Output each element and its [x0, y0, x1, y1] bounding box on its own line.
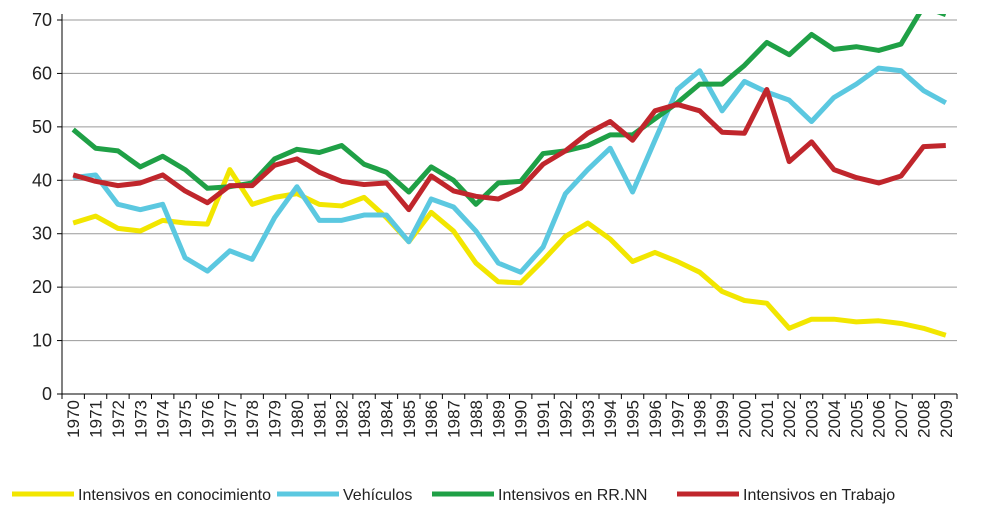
x-tick-label: 1991: [534, 400, 553, 438]
x-tick-label: 1987: [445, 400, 464, 438]
x-tick-label: 1970: [64, 400, 83, 438]
x-tick-label: 1981: [310, 400, 329, 438]
y-tick-label: 20: [32, 277, 52, 297]
x-tick-label: 1993: [579, 400, 598, 438]
x-tick-label: 1992: [556, 400, 575, 438]
x-tick-label: 2006: [870, 400, 889, 438]
legend-label: Vehículos: [343, 487, 412, 504]
x-tick-label: 1996: [646, 400, 665, 438]
y-tick-label: 30: [32, 224, 52, 244]
x-tick-label: 1978: [243, 400, 262, 438]
y-tick-label: 50: [32, 117, 52, 137]
x-tick-label: 2007: [892, 400, 911, 438]
y-tick-label: 60: [32, 63, 52, 83]
x-tick-label: 1985: [400, 400, 419, 438]
x-tick-label: 1997: [668, 400, 687, 438]
y-tick-label: 70: [32, 10, 52, 30]
grid: [62, 19, 957, 395]
x-tick-label: 2004: [825, 400, 844, 438]
y-tick-label: 40: [32, 170, 52, 190]
legend-label: Intensivos en conocimiento: [78, 487, 271, 504]
x-tick-label: 1998: [691, 400, 710, 438]
x-tick-label: 2000: [735, 400, 754, 438]
x-tick-label: 1983: [355, 400, 374, 438]
x-tick-label: 1974: [154, 400, 173, 438]
x-tick-label: 1994: [601, 400, 620, 438]
legend: Intensivos en conocimiento Vehículos Inten…: [12, 487, 895, 504]
x-tick-label: 2005: [847, 400, 866, 438]
x-tick-label: 1979: [266, 400, 285, 438]
x-tick-label: 1990: [512, 400, 531, 438]
x-tick-label: 1982: [333, 400, 352, 438]
plot-area: [71, 14, 948, 338]
series-line: [72, 65, 948, 275]
legend-label: Intensivos en Trabajo: [743, 487, 895, 504]
x-tick-label: 1989: [489, 400, 508, 438]
x-tick-label: 2003: [803, 400, 822, 438]
x-tick-label: 1984: [377, 400, 396, 438]
x-tick-label: 1988: [467, 400, 486, 438]
x-tick-label: 1973: [131, 400, 150, 438]
x-tick-label: 2002: [780, 400, 799, 438]
x-tick-label: 1976: [198, 400, 217, 438]
x-tick-label: 1971: [87, 400, 106, 438]
x-tick-label: 2001: [758, 400, 777, 438]
x-tick-label: 1986: [422, 400, 441, 438]
y-tick-label: 0: [42, 384, 52, 404]
x-tick-label: 1980: [288, 400, 307, 438]
series-line: [71, 14, 947, 207]
x-tick-label: 1972: [109, 400, 128, 438]
x-tick-label: 1975: [176, 400, 195, 438]
series-line: [72, 86, 946, 213]
x-tick-label: 1977: [221, 400, 240, 438]
x-tick-label: 1999: [713, 400, 732, 438]
y-tick-label: 10: [32, 331, 52, 351]
x-tick-label: 1995: [624, 400, 643, 438]
legend-label: Intensivos en RR.NN: [498, 487, 647, 504]
x-tick-label: 2009: [937, 400, 956, 438]
x-tick-label: 2008: [914, 400, 933, 438]
